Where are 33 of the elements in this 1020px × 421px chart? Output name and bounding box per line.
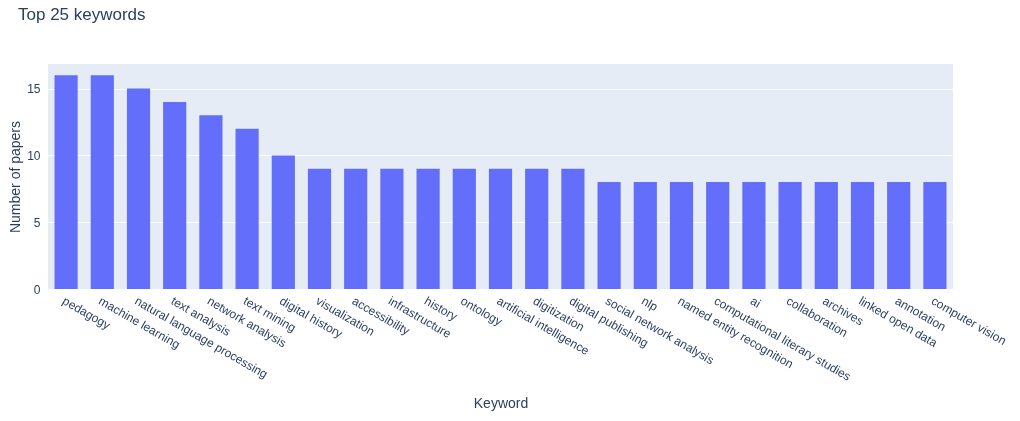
bar — [706, 182, 730, 289]
bar — [742, 182, 766, 289]
y-tick-label: 10 — [27, 148, 41, 163]
bar — [561, 168, 585, 289]
y-tick-label: 0 — [33, 282, 41, 297]
bar — [814, 182, 838, 289]
bar — [126, 88, 151, 289]
bar — [887, 182, 911, 289]
bar — [90, 75, 114, 289]
bar — [597, 182, 621, 289]
bar — [199, 115, 223, 289]
bar — [452, 168, 476, 289]
bar — [488, 168, 513, 289]
bar — [344, 168, 368, 289]
bar — [163, 101, 187, 289]
bar — [54, 75, 78, 289]
bar — [923, 182, 947, 289]
y-tick-label: 15 — [27, 82, 41, 97]
y-axis-title: Number of papers — [7, 120, 24, 234]
bar — [307, 168, 332, 289]
bar — [525, 168, 549, 289]
bar — [633, 182, 657, 289]
bar — [271, 155, 295, 289]
bar — [380, 168, 404, 289]
bar — [850, 182, 875, 289]
chart-title: Top 25 keywords — [18, 5, 146, 24]
bar — [669, 182, 694, 289]
x-axis-title: Keyword — [473, 394, 529, 411]
bar — [778, 182, 802, 289]
y-tick-label: 5 — [33, 215, 41, 230]
x-tick-label: nlp — [639, 293, 661, 315]
bar — [416, 168, 440, 289]
bar — [235, 128, 259, 289]
